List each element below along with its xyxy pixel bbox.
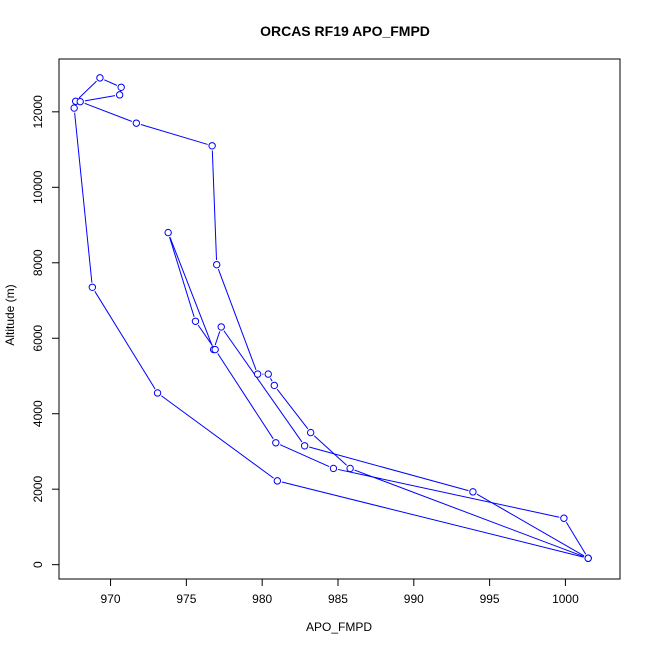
data-point <box>217 323 225 331</box>
data-point <box>560 514 568 522</box>
series-segment <box>94 291 156 390</box>
data-point <box>273 477 282 485</box>
series-segment <box>84 102 133 122</box>
data-point <box>329 464 338 473</box>
x-tick-label: 990 <box>404 592 424 606</box>
x-axis: 970 975 980 985 990 995 1000 <box>101 578 579 606</box>
series-segment <box>214 331 221 346</box>
y-tick-label: 4000 <box>31 400 45 427</box>
series-segment <box>169 236 195 317</box>
data-point <box>346 464 354 473</box>
data-point <box>584 554 592 562</box>
data-point <box>191 317 200 325</box>
data-point <box>264 370 272 378</box>
series-segment <box>313 435 347 466</box>
data-point <box>76 97 84 106</box>
data-point <box>270 381 279 390</box>
series-segment <box>197 324 213 346</box>
data-point <box>132 119 141 127</box>
chart-title: ORCAS RF19 APO_FMPD <box>260 23 430 39</box>
series-segment <box>169 236 213 346</box>
data-point <box>153 389 162 397</box>
y-tick-label: 10000 <box>31 170 45 204</box>
y-tick-label: 2000 <box>31 476 45 503</box>
series-segment <box>217 268 257 370</box>
series-segment <box>140 124 208 145</box>
x-tick-label: 995 <box>480 592 500 606</box>
y-axis-label: Altitude (m) <box>3 284 17 345</box>
data-point <box>253 370 262 378</box>
series-segment <box>217 353 274 440</box>
series-segment <box>161 395 274 479</box>
series-segment <box>565 522 587 555</box>
x-tick-label: 1000 <box>552 592 579 606</box>
series-segment <box>337 468 560 518</box>
series-segment <box>211 150 218 260</box>
x-tick-label: 985 <box>328 592 348 606</box>
data-point <box>96 74 104 82</box>
series-segment <box>104 79 118 86</box>
y-tick-label: 0 <box>31 561 45 568</box>
series-segment <box>354 469 584 558</box>
series-segment <box>476 493 585 557</box>
y-tick-label: 6000 <box>31 325 45 352</box>
data-point <box>164 228 172 237</box>
series-segment <box>223 330 303 443</box>
y-tick-label: 12000 <box>31 95 45 129</box>
x-tick-label: 980 <box>252 592 272 606</box>
data-point <box>272 439 280 447</box>
series-segment <box>309 446 469 492</box>
data-point <box>88 283 97 292</box>
data-point <box>469 488 477 496</box>
data-point <box>70 104 78 112</box>
x-tick-label: 975 <box>176 592 196 606</box>
data-point <box>115 91 124 99</box>
y-tick-label: 8000 <box>31 249 45 276</box>
series-segment <box>74 112 93 283</box>
data-point <box>211 345 219 354</box>
series-segment <box>270 378 273 382</box>
data-point <box>117 83 125 92</box>
series-segment <box>276 388 309 430</box>
data-point <box>300 442 309 450</box>
data-point <box>212 260 221 269</box>
data-series <box>70 74 592 562</box>
y-axis: 0 2000 4000 6000 8000 10000 12000 <box>31 95 60 568</box>
series-segment <box>84 95 116 102</box>
series-segment <box>78 80 97 99</box>
plot-frame <box>58 58 621 580</box>
data-point <box>208 142 216 150</box>
x-axis-label: APO_FMPD <box>306 620 372 634</box>
series-segment <box>281 481 584 558</box>
series-segment <box>279 444 330 467</box>
data-point <box>306 428 315 437</box>
x-tick-label: 970 <box>101 592 121 606</box>
